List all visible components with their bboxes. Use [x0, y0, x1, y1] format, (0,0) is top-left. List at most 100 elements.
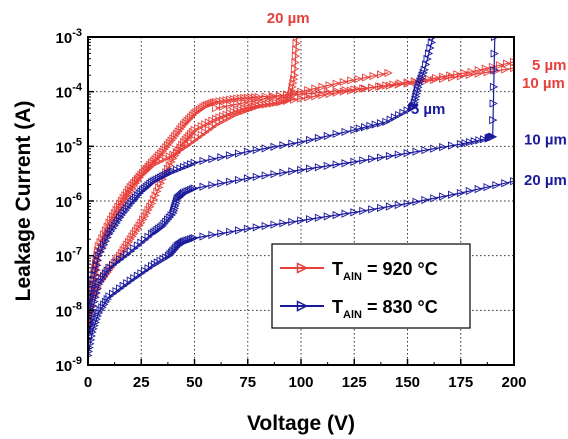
data-point [474, 184, 483, 194]
data-point [411, 95, 420, 104]
data-point [261, 171, 270, 180]
data-point [268, 99, 278, 108]
data-point [341, 209, 350, 218]
x-tick-label: 200 [501, 374, 526, 391]
data-point [282, 96, 292, 106]
data-point [385, 81, 395, 90]
y-tick-label: 10-4 [56, 82, 83, 102]
data-point [394, 150, 404, 159]
legend-label: TAlN = 920 °C [332, 259, 438, 283]
data-point [292, 45, 301, 54]
data-point [385, 202, 395, 211]
data-point [503, 59, 512, 68]
series-annotation: 5 µm [411, 101, 446, 118]
data-point [412, 92, 421, 101]
data-point [467, 67, 476, 77]
data-point [430, 194, 439, 203]
data-point [448, 141, 457, 150]
data-point [412, 89, 422, 98]
data-point [235, 149, 244, 158]
data-point [103, 233, 112, 242]
data-point [190, 184, 199, 193]
data-point [270, 220, 279, 229]
data-point [91, 270, 101, 279]
data-point [240, 98, 249, 107]
data-point [332, 160, 341, 169]
data-point [190, 158, 199, 167]
data-point [279, 219, 288, 228]
data-point [339, 77, 349, 87]
data-point [270, 142, 279, 151]
data-point [235, 226, 244, 235]
data-point [483, 182, 492, 192]
data-point [91, 318, 100, 327]
data-point [247, 97, 256, 106]
data-point [377, 119, 386, 128]
data-point [362, 73, 371, 82]
data-point [291, 58, 300, 67]
data-point [456, 188, 466, 198]
data-point [323, 131, 333, 141]
data-point [292, 39, 301, 48]
data-point [87, 293, 95, 302]
data-point [350, 208, 359, 217]
data-point [390, 113, 400, 122]
series-4 [87, 36, 438, 314]
x-tick-label: 75 [239, 374, 256, 391]
data-point [417, 74, 426, 83]
data-point [355, 124, 364, 133]
data-point [279, 141, 288, 150]
series-annotation: 5 µm [532, 57, 567, 74]
data-point [226, 177, 235, 186]
data-point [481, 64, 491, 73]
data-point [235, 175, 244, 185]
data-point [93, 311, 102, 321]
data-point [332, 129, 341, 139]
data-point [460, 68, 469, 78]
data-point [368, 83, 377, 92]
data-point [323, 161, 333, 171]
data-point [233, 100, 242, 109]
data-point [217, 153, 226, 162]
data-point [420, 65, 429, 75]
data-point [96, 247, 105, 257]
data-point [199, 182, 208, 191]
data-point [252, 172, 262, 182]
data-point [254, 101, 263, 110]
data-point [288, 167, 297, 176]
data-point [87, 298, 94, 306]
data-point [394, 200, 404, 210]
data-point [290, 71, 300, 80]
data-point [275, 91, 285, 101]
data-point [208, 180, 217, 190]
data-point [261, 144, 270, 153]
data-point [359, 206, 368, 216]
data-point [297, 165, 306, 175]
data-point [377, 70, 386, 79]
legend-marker [296, 300, 309, 312]
x-tick-label: 25 [133, 374, 150, 391]
x-tick-label: 175 [448, 374, 473, 391]
data-point [101, 237, 111, 246]
data-point [226, 227, 235, 237]
data-point [172, 199, 181, 208]
data-point [403, 149, 412, 158]
data-point [323, 87, 333, 96]
data-point [92, 254, 101, 264]
x-tick-label: 0 [84, 374, 92, 391]
data-point [403, 106, 412, 115]
data-point [421, 146, 430, 155]
data-point [501, 179, 510, 188]
data-point [427, 38, 437, 47]
series-annotation: 20 µm [267, 10, 310, 27]
data-point [354, 74, 363, 84]
series-line [215, 72, 389, 109]
data-point [439, 74, 448, 83]
data-point [135, 221, 144, 230]
data-point [89, 324, 98, 334]
data-point [456, 72, 466, 81]
data-point [350, 157, 359, 166]
data-point [137, 218, 146, 227]
data-point [419, 68, 428, 77]
